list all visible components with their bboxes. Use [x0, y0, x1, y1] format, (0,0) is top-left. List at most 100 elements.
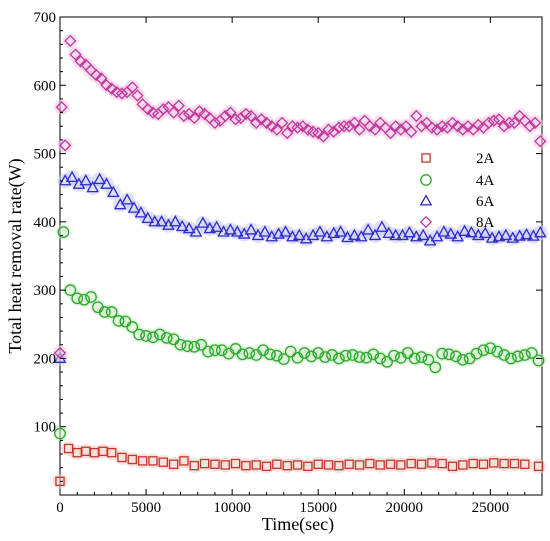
- legend-label: 8A: [476, 215, 495, 231]
- data-point-2A: [292, 460, 303, 470]
- data-point-2A: [168, 459, 179, 469]
- y-tick-label: 200: [34, 351, 57, 367]
- data-point-8A: [508, 116, 521, 129]
- data-point-8A: [415, 120, 428, 133]
- data-point-6A: [458, 224, 471, 236]
- data-point-4A: [215, 344, 228, 357]
- x-axis-title: Time(sec): [262, 514, 334, 535]
- data-point-6A: [134, 206, 148, 218]
- y-tick-label: 300: [34, 283, 57, 299]
- data-point-2A: [396, 460, 406, 470]
- data-point-8A: [332, 121, 345, 134]
- data-point-8A: [74, 55, 87, 68]
- y-tick-label: 600: [34, 78, 57, 94]
- data-point-4A: [174, 338, 187, 351]
- halo-point: [54, 99, 70, 115]
- data-point-8A: [296, 120, 309, 133]
- legend-item-2A: 2A: [421, 151, 495, 167]
- halo-point: [517, 456, 533, 472]
- data-point-6A: [292, 228, 306, 241]
- data-point-8A: [131, 89, 144, 102]
- data-point-4A: [243, 347, 256, 359]
- data-point-4A: [105, 306, 118, 318]
- data-point-4A: [147, 331, 159, 344]
- data-point-4A: [456, 353, 469, 366]
- data-point-2A: [106, 447, 117, 458]
- data-point-4A: [271, 349, 283, 362]
- data-point-2A: [489, 458, 499, 468]
- data-point-4A: [54, 427, 66, 440]
- data-point-4A: [257, 344, 269, 357]
- data-point-4A: [284, 345, 297, 358]
- data-point-2A: [468, 458, 478, 469]
- data-point-8A: [492, 113, 506, 126]
- data-point-8A: [523, 120, 537, 133]
- data-point-8A: [337, 120, 351, 133]
- data-point-8A: [472, 118, 485, 132]
- legend-marker-2A: [421, 153, 431, 163]
- data-point-8A: [188, 111, 201, 125]
- data-point-4A: [209, 344, 221, 357]
- data-point-6A: [203, 221, 217, 234]
- x-tick-label: 10000: [213, 500, 251, 516]
- data-point-6A: [231, 225, 244, 237]
- series-6A-halo: [52, 169, 548, 366]
- data-point-4A: [415, 351, 428, 363]
- data-point-4A: [491, 345, 504, 358]
- data-point-6A: [533, 225, 547, 238]
- data-point-6A: [182, 221, 196, 234]
- halo-point: [532, 133, 548, 149]
- data-point-8A: [534, 135, 547, 148]
- legend-item-6A: 6A: [419, 194, 495, 210]
- data-point-2A: [282, 460, 292, 471]
- legend-marker-8A: [419, 215, 433, 229]
- data-point-4A: [112, 315, 125, 327]
- data-point-2A: [375, 460, 385, 470]
- data-point-6A: [361, 223, 375, 235]
- data-point-8A: [389, 120, 402, 133]
- data-point-4A: [236, 348, 249, 361]
- data-point-4A: [71, 292, 84, 305]
- data-point-6A: [437, 225, 451, 237]
- data-point-2A: [303, 461, 313, 472]
- data-point-4A: [202, 345, 214, 358]
- x-tick-label: 5000: [131, 500, 161, 516]
- data-point-8A: [384, 126, 397, 140]
- data-point-4A: [429, 361, 442, 374]
- data-point-4A: [484, 342, 497, 355]
- data-point-4A: [518, 349, 531, 361]
- data-point-6A: [485, 231, 499, 243]
- data-point-4A: [450, 350, 462, 363]
- data-point-2A: [406, 458, 416, 469]
- data-point-4A: [532, 354, 545, 367]
- data-point-4A: [346, 349, 359, 361]
- data-point-4A: [140, 330, 152, 342]
- data-point-6A: [375, 220, 389, 232]
- data-point-8A: [343, 120, 356, 133]
- data-point-8A: [64, 34, 77, 48]
- data-point-8A: [59, 139, 72, 152]
- data-point-2A: [427, 458, 437, 468]
- data-point-6A: [224, 223, 237, 235]
- data-point-4A: [477, 344, 490, 357]
- legend: 2A 4A 6A 8A: [419, 151, 495, 231]
- data-point-4A: [512, 350, 524, 363]
- data-point-8A: [528, 116, 542, 129]
- data-point-4A: [305, 350, 318, 363]
- data-point-8A: [317, 130, 330, 143]
- data-point-8A: [430, 123, 444, 136]
- data-point-2A: [447, 461, 458, 472]
- halo-point: [531, 458, 547, 474]
- data-point-4A: [319, 351, 331, 363]
- series-6A: [52, 169, 548, 366]
- legend-item-4A: 4A: [420, 173, 495, 189]
- data-point-6A: [244, 223, 258, 235]
- data-point-2A: [334, 460, 344, 471]
- data-point-6A: [189, 225, 203, 237]
- data-point-8A: [446, 116, 459, 129]
- data-point-2A: [499, 458, 509, 469]
- x-tick-label: 20000: [386, 500, 424, 516]
- data-point-4A: [188, 340, 201, 353]
- data-point-4A: [326, 349, 338, 361]
- data-point-4A: [298, 347, 311, 359]
